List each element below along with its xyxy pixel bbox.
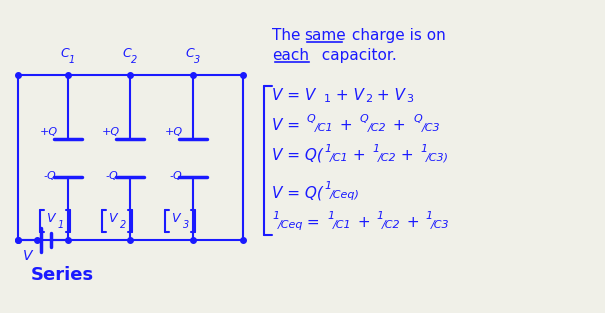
Text: V = V: V = V	[272, 88, 315, 103]
Text: 1: 1	[324, 144, 331, 154]
Text: V = Q(: V = Q(	[272, 148, 323, 163]
Text: +: +	[353, 215, 376, 230]
Text: /C3): /C3)	[426, 153, 449, 163]
Text: 1: 1	[376, 211, 383, 221]
Text: 1: 1	[272, 211, 279, 221]
Text: /C1: /C1	[315, 123, 333, 133]
Text: +: +	[348, 148, 370, 163]
Text: /C2: /C2	[378, 153, 397, 163]
Text: 1: 1	[327, 211, 334, 221]
Text: V = Q(: V = Q(	[272, 185, 323, 200]
Text: 1: 1	[324, 94, 331, 104]
Text: +: +	[396, 148, 419, 163]
Text: C: C	[122, 47, 131, 60]
Text: Q: Q	[307, 114, 316, 124]
Text: Q: Q	[360, 114, 369, 124]
Text: V =: V =	[272, 118, 305, 133]
Text: + V: + V	[331, 88, 364, 103]
Text: /C3: /C3	[431, 220, 450, 230]
Text: -Q: -Q	[169, 171, 182, 181]
Text: Q: Q	[414, 114, 423, 124]
Text: -Q: -Q	[106, 171, 119, 181]
Text: each: each	[272, 48, 309, 63]
Text: /C3: /C3	[422, 123, 440, 133]
Text: capacitor.: capacitor.	[312, 48, 397, 63]
Text: 1: 1	[420, 144, 427, 154]
Text: 1: 1	[372, 144, 379, 154]
Text: /Ceq): /Ceq)	[330, 190, 360, 200]
Text: +: +	[335, 118, 358, 133]
Text: V: V	[171, 212, 180, 225]
Text: /C2: /C2	[382, 220, 401, 230]
Text: +Q: +Q	[102, 126, 120, 136]
Text: -Q: -Q	[44, 171, 57, 181]
Text: +: +	[402, 215, 425, 230]
Text: + V: + V	[372, 88, 405, 103]
Text: C: C	[60, 47, 69, 60]
Text: 1: 1	[324, 181, 331, 191]
Text: Series: Series	[30, 266, 94, 284]
Text: +Q: +Q	[40, 126, 58, 136]
Text: 3: 3	[406, 94, 413, 104]
Text: charge is on: charge is on	[347, 28, 446, 43]
Text: V: V	[108, 212, 117, 225]
Text: V: V	[23, 249, 33, 263]
Text: 2: 2	[365, 94, 372, 104]
Text: 1: 1	[425, 211, 432, 221]
Text: =: =	[302, 215, 324, 230]
Text: C: C	[185, 47, 194, 60]
Text: /C1: /C1	[333, 220, 352, 230]
Text: +: +	[388, 118, 411, 133]
Text: 2: 2	[120, 220, 126, 230]
Text: 3: 3	[183, 220, 189, 230]
Text: +Q: +Q	[165, 126, 183, 136]
Text: /Ceq: /Ceq	[278, 220, 304, 230]
Text: /C1: /C1	[330, 153, 348, 163]
Text: /C2: /C2	[368, 123, 387, 133]
Text: 1: 1	[58, 220, 64, 230]
Text: The: The	[272, 28, 306, 43]
Text: V: V	[46, 212, 54, 225]
Text: 1: 1	[69, 55, 75, 65]
Text: 2: 2	[131, 55, 137, 65]
Text: 3: 3	[194, 55, 200, 65]
Text: same: same	[304, 28, 345, 43]
